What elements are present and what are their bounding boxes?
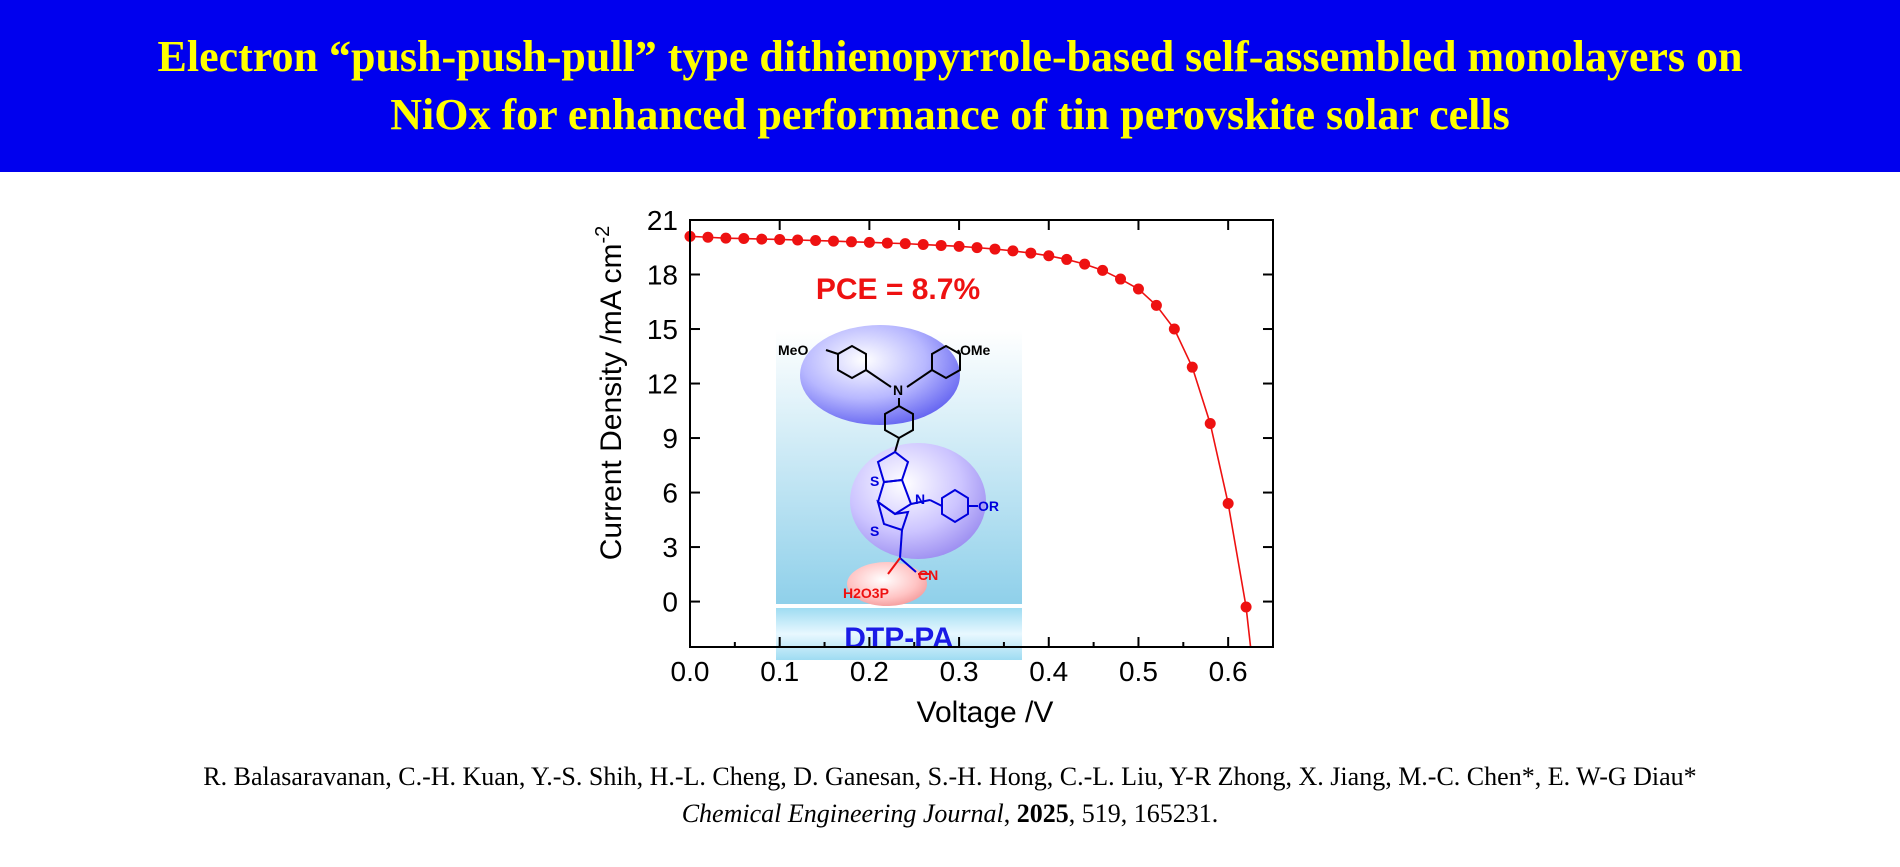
atom-n-pyrrole: N xyxy=(915,491,925,507)
jv-curve-points xyxy=(684,230,1252,613)
data-point xyxy=(810,235,822,247)
x-tick-label: 0.3 xyxy=(940,656,979,687)
data-point xyxy=(1204,418,1216,430)
atom-or: OR xyxy=(978,498,999,514)
y-axis-label-superscript: -2 xyxy=(592,226,614,244)
data-point xyxy=(863,236,875,248)
y-tick-label: 3 xyxy=(662,532,678,563)
x-tick-label: 0.4 xyxy=(1029,656,1068,687)
atom-cn: CN xyxy=(918,567,938,583)
y-tick-label: 6 xyxy=(662,478,678,509)
data-point xyxy=(845,236,857,248)
data-point xyxy=(1115,273,1127,285)
citation-authors: R. Balasaravanan, C.-H. Kuan, Y.-S. Shih… xyxy=(203,762,1697,791)
x-tick-label: 0.2 xyxy=(850,656,889,687)
data-point xyxy=(1132,283,1144,295)
atom-n-amine: N xyxy=(893,382,903,398)
data-point xyxy=(756,233,768,245)
y-tick-label: 0 xyxy=(662,587,678,618)
anchor-blob xyxy=(847,562,927,606)
data-point xyxy=(1097,264,1109,276)
y-tick-label: 18 xyxy=(647,260,678,291)
citation-volume-pages: , 519, 165231. xyxy=(1068,799,1219,828)
plot-frame xyxy=(689,219,1274,648)
atom-h2o3p: H2O3P xyxy=(843,585,889,601)
data-point xyxy=(828,235,840,247)
x-tick-label: 0.6 xyxy=(1209,656,1248,687)
y-tick-label: 15 xyxy=(647,314,678,345)
data-point xyxy=(1007,245,1019,257)
data-point xyxy=(917,239,929,251)
data-point xyxy=(881,237,893,249)
data-point xyxy=(792,234,804,246)
data-point xyxy=(720,232,732,244)
atom-s-1: S xyxy=(870,473,879,489)
data-point xyxy=(1079,258,1091,270)
citation-reference: Chemical Engineering Journal, 2025, 519,… xyxy=(0,795,1900,832)
molecule-label: DTP-PA xyxy=(844,622,953,655)
series-layer xyxy=(684,230,1252,648)
y-tick-label: 21 xyxy=(647,205,678,236)
molecule-inset: DTP-PA xyxy=(776,325,1022,660)
data-point xyxy=(1043,250,1055,262)
citation: R. Balasaravanan, C.-H. Kuan, Y.-S. Shih… xyxy=(0,758,1900,832)
axis-ticks: 0.0 0.1 0.2 0.3 0.4 0.5 0.6 21 18 15 12 9 6 3 0 xyxy=(647,205,1273,687)
pce-annotation: PCE = 8.7% xyxy=(816,273,980,306)
data-point xyxy=(953,240,965,252)
triphenylamine-structure xyxy=(825,344,961,453)
data-point xyxy=(1061,253,1073,265)
data-point xyxy=(1168,323,1180,335)
data-point xyxy=(935,239,947,251)
dithienopyrrole-structure xyxy=(876,450,978,573)
y-tick-label: 12 xyxy=(647,369,678,400)
title-banner: Electron “push-push-pull” type dithienop… xyxy=(0,0,1900,172)
citation-journal: Chemical Engineering Journal xyxy=(681,799,1004,828)
data-point xyxy=(1025,247,1037,259)
data-point xyxy=(702,231,714,243)
y-axis-label: Current Density /mA cm-2 xyxy=(592,226,628,561)
atom-s-2: S xyxy=(870,523,879,539)
dtp-core-blob xyxy=(850,443,986,559)
data-point xyxy=(989,243,1001,255)
x-axis-label: Voltage /V xyxy=(917,696,1054,729)
data-point xyxy=(738,233,750,245)
title-line-2: NiOx for enhanced performance of tin per… xyxy=(390,90,1510,139)
nio-substrate-layer xyxy=(776,608,1022,660)
x-tick-label: 0.5 xyxy=(1119,656,1158,687)
y-axis-label-main: Current Density /mA cm xyxy=(595,244,628,561)
donor-blob xyxy=(800,325,960,425)
citation-separator: , xyxy=(1003,799,1017,828)
data-point xyxy=(774,233,786,245)
x-tick-label: 0.0 xyxy=(671,656,710,687)
x-tick-label: 0.1 xyxy=(760,656,799,687)
citation-year: 2025 xyxy=(1016,799,1069,828)
data-point xyxy=(1150,299,1162,311)
data-point xyxy=(971,242,983,254)
y-tick-label: 9 xyxy=(662,423,678,454)
atom-ome: OMe xyxy=(960,342,991,358)
data-point xyxy=(899,238,911,250)
anchor-structure xyxy=(887,557,930,575)
atom-meo: MeO xyxy=(778,342,808,358)
data-point xyxy=(1186,361,1198,373)
title-line-1: Electron “push-push-pull” type dithienop… xyxy=(157,32,1743,81)
data-point xyxy=(1240,601,1252,613)
data-point xyxy=(1222,497,1234,509)
